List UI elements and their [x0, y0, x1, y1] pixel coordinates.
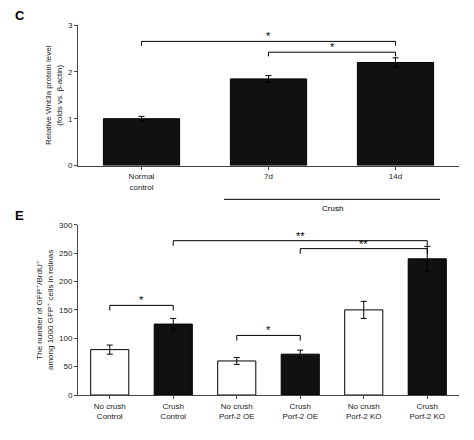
svg-text:**: **	[359, 238, 368, 250]
svg-text:0: 0	[68, 161, 73, 170]
svg-text:*: *	[266, 324, 271, 336]
svg-text:No crushPorf-2 OE: No crushPorf-2 OE	[219, 402, 255, 421]
svg-text:No crushControl: No crushControl	[94, 402, 126, 421]
svg-text:Crush: Crush	[322, 204, 343, 213]
svg-text:CrushControl: CrushControl	[160, 402, 186, 421]
svg-text:E: E	[15, 208, 24, 223]
svg-text:1: 1	[68, 115, 73, 124]
svg-text:CrushPorf-2 OE: CrushPorf-2 OE	[282, 402, 318, 421]
svg-text:0: 0	[68, 391, 73, 400]
svg-text:250: 250	[59, 249, 73, 258]
svg-text:*: *	[139, 294, 144, 306]
svg-text:7d: 7d	[264, 172, 273, 181]
svg-text:**: **	[296, 230, 305, 242]
svg-text:No crushPorf-2 KO: No crushPorf-2 KO	[346, 402, 382, 421]
svg-text:CrushPorf-2 KO: CrushPorf-2 KO	[409, 402, 445, 421]
svg-text:200: 200	[59, 277, 73, 286]
svg-text:*: *	[266, 30, 271, 42]
svg-text:14d: 14d	[389, 172, 402, 181]
svg-text:300: 300	[59, 221, 73, 230]
svg-text:The number of GFP⁺/BrdU⁺among: The number of GFP⁺/BrdU⁺among 1000 GFP⁺ …	[35, 250, 54, 370]
svg-text:3: 3	[68, 21, 73, 30]
svg-text:150: 150	[59, 306, 73, 315]
svg-text:C: C	[15, 8, 25, 23]
svg-text:Relative Wnt3a protein level(f: Relative Wnt3a protein level(folds vs. β…	[44, 45, 63, 145]
svg-text:Normalcontrol: Normalcontrol	[129, 172, 155, 191]
svg-text:100: 100	[59, 334, 73, 343]
svg-text:*: *	[330, 41, 335, 53]
svg-text:50: 50	[63, 362, 72, 371]
svg-text:2: 2	[68, 68, 73, 77]
